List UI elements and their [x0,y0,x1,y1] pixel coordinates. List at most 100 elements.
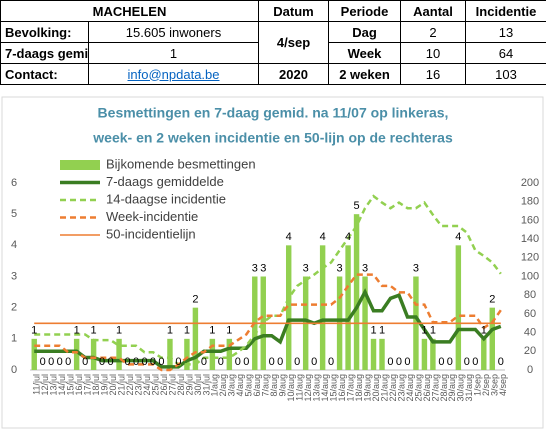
data-label: 2 [192,294,198,306]
data-label: 4 [320,231,326,243]
bar [192,307,199,370]
data-label: 0 [133,356,139,368]
data-label: 1 [116,325,122,337]
x-tick-label: 22/jul [125,374,135,396]
y-tick-label: 1 [11,333,17,345]
x-tick-label: 30/aug [456,374,466,402]
y2-tick-label: 160 [521,214,539,226]
y2-tick-label: 100 [521,270,539,282]
data-label: 0 [269,356,275,368]
y2-tick-label: 180 [521,196,539,208]
bar [379,338,385,370]
data-label: 0 [294,356,300,368]
x-tick-label: 5/aug [244,374,254,397]
x-tick-label: 12/aug [303,374,313,402]
x-tick-label: 28/jul [176,374,186,396]
data-label: 0 [396,356,402,368]
y-tick-label: 2 [11,302,17,314]
data-label: 0 [404,356,410,368]
data-label: 3 [413,262,419,274]
bar [209,338,216,370]
data-label: 0 [277,356,283,368]
x-tick-label: 11/jul [32,374,42,395]
x-tick-label: 20/jul [108,374,118,396]
chart-frame [1,96,544,429]
cell: Bevolking: [0,21,89,43]
legend-label: 50-incidentielijn [106,226,196,241]
x-tick-label: 26/aug [422,374,432,402]
data-label: 1 [226,325,232,337]
x-tick-label: 10/aug [286,374,296,402]
bar [31,338,37,370]
data-label: 3 [303,262,309,274]
cell: Contact: [0,63,89,85]
line-series [34,273,502,372]
chart-subtitle: week- en 2 weken incidentie en 50-lijn o… [92,130,453,146]
x-tick-label: 6/aug [252,374,262,397]
bar [370,338,377,370]
cell: 64 [465,42,546,64]
cell: info@npdata.be [87,63,260,85]
x-tick-label: 3/aug [227,374,237,397]
data-label: 3 [337,262,343,274]
cell: 103 [465,63,546,85]
x-tick-label: 15/jul [66,374,76,396]
x-tick-label: 30/jul [193,374,203,396]
x-tick-label: 1/sep [473,374,483,396]
bar [430,338,436,370]
y2-tick-label: 120 [521,252,539,264]
data-label: 3 [260,262,266,274]
data-label: 1 [430,325,436,337]
data-label: 3 [362,262,368,274]
data-label: 0 [65,356,71,368]
data-label: 1 [370,325,376,337]
data-label: 0 [82,356,88,368]
y2-tick-label: 60 [524,308,536,320]
y-tick-label: 6 [11,177,17,189]
cell: 2 weken [328,63,402,85]
data-label: 0 [311,356,317,368]
data-label: 0 [387,356,393,368]
data-label: 0 [57,356,63,368]
x-tick-label: 9/aug [278,374,288,397]
x-tick-label: 19/jul [99,374,109,396]
x-tick-label: 31/aug [464,374,474,402]
x-tick-label: 23/aug [396,374,406,402]
bar [184,338,190,370]
data-label: 4 [455,231,461,243]
x-tick-label: 28/aug [439,374,449,402]
x-tick-label: 16/aug [337,374,347,402]
legend-label: 7-daags gemiddelde [106,174,224,189]
x-tick-label: 8/aug [269,374,279,397]
bar [167,338,173,370]
x-tick-label: 18/jul [91,374,101,396]
x-tick-label: 22/aug [388,374,398,402]
x-tick-label: 3/sep [490,374,500,396]
data-label: 4 [286,231,292,243]
y-tick-label: 3 [11,270,17,282]
data-label: 1 [379,325,385,337]
data-label: 0 [498,356,504,368]
y2-tick-label: 80 [524,289,536,301]
x-tick-label: 21/jul [116,374,126,396]
data-label: 0 [124,356,130,368]
x-tick-label: 29/aug [447,374,457,402]
x-tick-label: 1/aug [210,374,220,397]
line-series [34,194,502,366]
data-label: 1 [91,325,97,337]
bar [345,245,351,370]
x-tick-label: 21/aug [379,374,389,402]
email-link[interactable]: info@npdata.be [127,66,220,82]
x-tick-label: 29/jul [184,374,194,396]
cell: 16 [400,63,467,85]
data-label: 1 [209,325,215,337]
x-tick-label: 17/jul [83,374,93,396]
x-tick-label: 2/aug [218,374,228,397]
chart-title: Besmettingen en 7-daag gemid. na 11/07 o… [98,105,449,121]
x-tick-label: 26/jul [159,374,169,396]
data-label: 0 [472,356,478,368]
bar [489,307,495,370]
data-label: 2 [489,294,495,306]
